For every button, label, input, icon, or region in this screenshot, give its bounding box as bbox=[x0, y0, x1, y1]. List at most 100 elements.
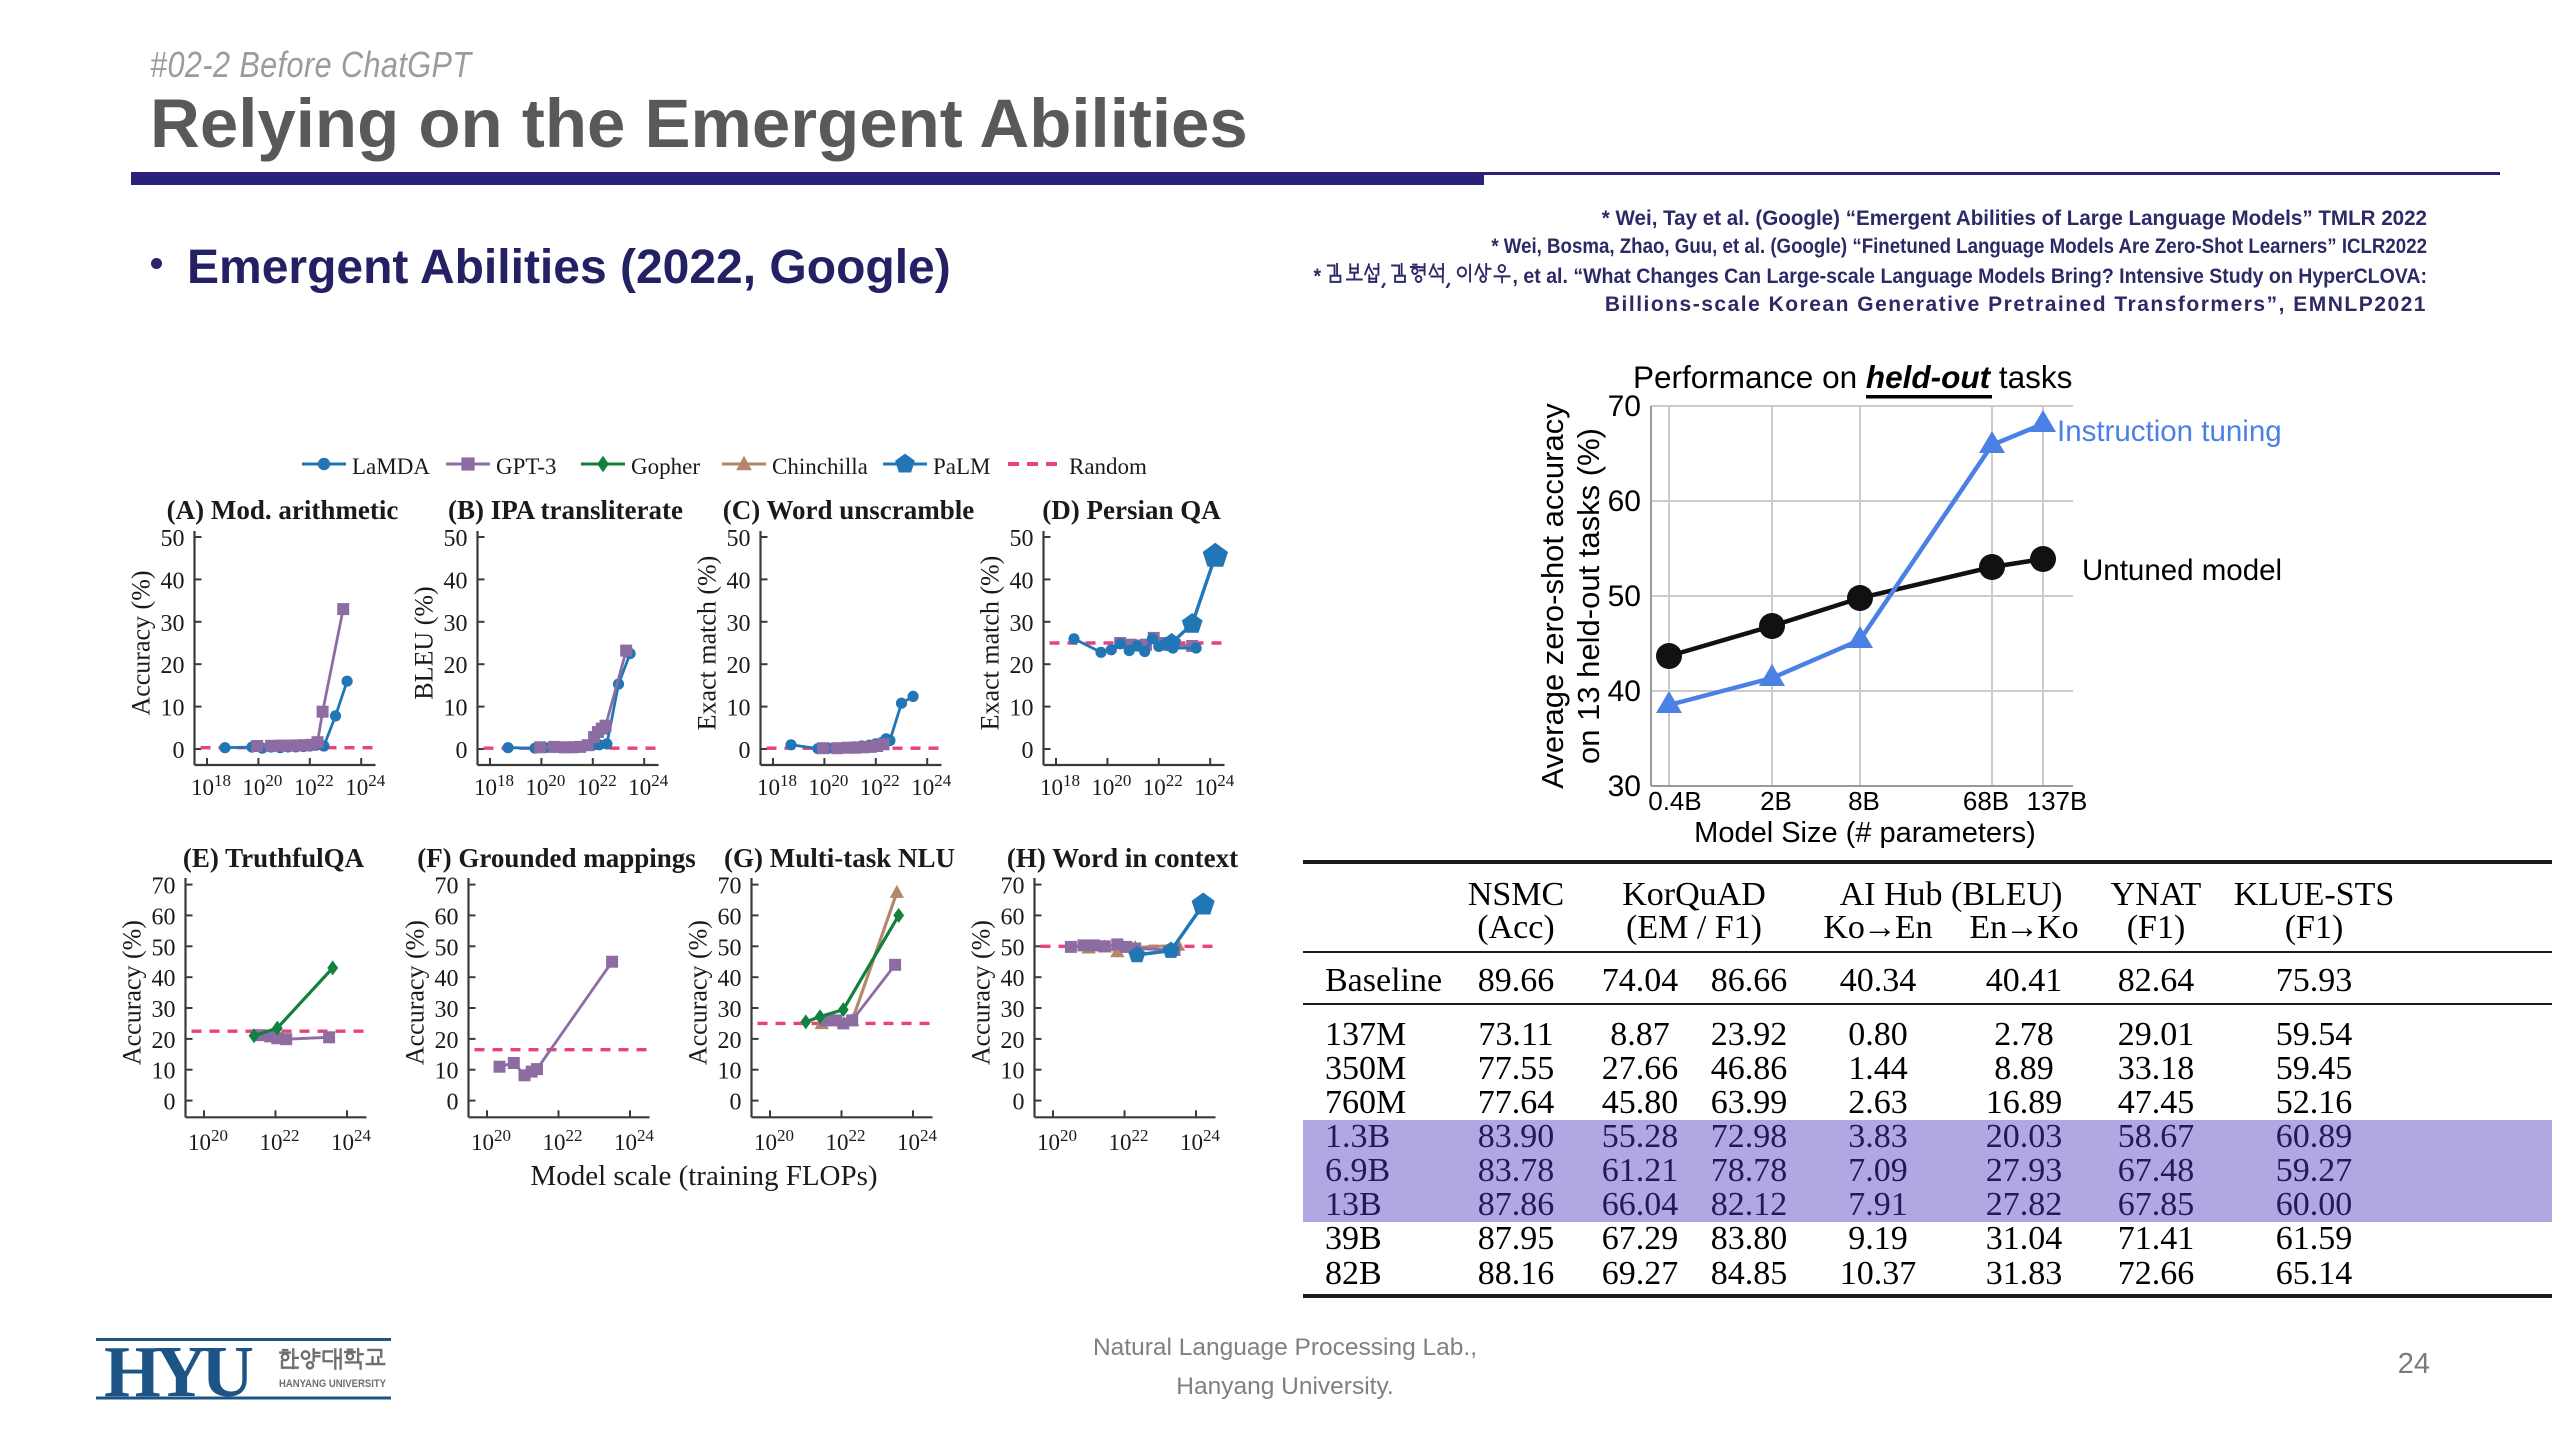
svg-text:68B: 68B bbox=[1963, 786, 2009, 816]
svg-text:0: 0 bbox=[164, 1090, 176, 1116]
svg-text:1020: 1020 bbox=[808, 771, 848, 800]
svg-text:1024: 1024 bbox=[628, 771, 669, 800]
svg-text:20: 20 bbox=[435, 1028, 459, 1054]
svg-text:Chinchilla: Chinchilla bbox=[772, 454, 868, 479]
svg-text:1024: 1024 bbox=[331, 1126, 372, 1155]
svg-text:1022: 1022 bbox=[260, 1126, 300, 1155]
svg-text:1024: 1024 bbox=[911, 771, 952, 800]
svg-text:Accuracy (%): Accuracy (%) bbox=[967, 920, 996, 1065]
svg-text:(E) TruthfulQA: (E) TruthfulQA bbox=[183, 843, 365, 873]
svg-text:HANYANG UNIVERSITY: HANYANG UNIVERSITY bbox=[279, 1378, 387, 1390]
svg-text:60: 60 bbox=[718, 904, 742, 930]
svg-text:10: 10 bbox=[718, 1059, 742, 1085]
svg-text:70: 70 bbox=[1608, 390, 1641, 423]
svg-text:60: 60 bbox=[435, 904, 459, 930]
svg-text:1024: 1024 bbox=[1194, 771, 1235, 800]
svg-text:Gopher: Gopher bbox=[631, 454, 700, 479]
svg-text:20: 20 bbox=[161, 653, 185, 679]
svg-text:1018: 1018 bbox=[474, 771, 514, 800]
svg-text:8B: 8B bbox=[1848, 786, 1880, 816]
svg-text:10: 10 bbox=[161, 696, 185, 722]
svg-text:10: 10 bbox=[1010, 696, 1034, 722]
svg-text:0.4B: 0.4B bbox=[1648, 786, 1702, 816]
svg-text:10: 10 bbox=[727, 696, 751, 722]
svg-text:1020: 1020 bbox=[1091, 771, 1131, 800]
svg-text:1024: 1024 bbox=[1180, 1126, 1221, 1155]
svg-text:Accuracy (%): Accuracy (%) bbox=[684, 920, 713, 1065]
svg-text:70: 70 bbox=[435, 874, 459, 900]
svg-text:1020: 1020 bbox=[242, 771, 282, 800]
svg-text:50: 50 bbox=[727, 526, 751, 552]
svg-text:20: 20 bbox=[444, 653, 468, 679]
svg-text:Instruction tuning: Instruction tuning bbox=[2057, 415, 2282, 448]
svg-text:(H) Word in context: (H) Word in context bbox=[1007, 843, 1238, 873]
svg-text:40: 40 bbox=[444, 568, 468, 594]
svg-text:(D) Persian QA: (D) Persian QA bbox=[1042, 495, 1221, 525]
svg-text:2B: 2B bbox=[1760, 786, 1792, 816]
svg-text:20: 20 bbox=[727, 653, 751, 679]
svg-text:70: 70 bbox=[718, 874, 742, 900]
svg-text:0: 0 bbox=[1013, 1090, 1025, 1116]
svg-text:30: 30 bbox=[444, 611, 468, 637]
svg-text:Performance on held-out tasks: Performance on held-out tasks bbox=[1633, 359, 2072, 395]
svg-text:0: 0 bbox=[456, 738, 468, 764]
svg-text:1020: 1020 bbox=[1037, 1126, 1077, 1155]
svg-text:30: 30 bbox=[1608, 770, 1641, 803]
svg-text:PaLM: PaLM bbox=[933, 454, 991, 479]
svg-text:0: 0 bbox=[739, 738, 751, 764]
svg-text:50: 50 bbox=[444, 526, 468, 552]
svg-text:0: 0 bbox=[1022, 738, 1034, 764]
svg-text:70: 70 bbox=[1001, 874, 1025, 900]
svg-text:1022: 1022 bbox=[1143, 771, 1183, 800]
svg-text:1018: 1018 bbox=[1040, 771, 1080, 800]
svg-text:50: 50 bbox=[1010, 526, 1034, 552]
svg-text:30: 30 bbox=[718, 997, 742, 1023]
svg-text:1022: 1022 bbox=[543, 1126, 583, 1155]
svg-text:60: 60 bbox=[152, 904, 176, 930]
svg-text:40: 40 bbox=[1010, 568, 1034, 594]
svg-text:20: 20 bbox=[718, 1028, 742, 1054]
svg-text:Model Size (# parameters): Model Size (# parameters) bbox=[1694, 817, 2036, 849]
svg-text:50: 50 bbox=[152, 935, 176, 961]
svg-text:1018: 1018 bbox=[191, 771, 231, 800]
svg-text:50: 50 bbox=[161, 526, 185, 552]
svg-text:30: 30 bbox=[1001, 997, 1025, 1023]
svg-text:20: 20 bbox=[1010, 653, 1034, 679]
svg-text:40: 40 bbox=[152, 966, 176, 992]
svg-text:40: 40 bbox=[1608, 675, 1641, 708]
svg-text:(C) Word unscramble: (C) Word unscramble bbox=[723, 495, 975, 525]
svg-text:Model scale (training FLOPs): Model scale (training FLOPs) bbox=[530, 1160, 877, 1192]
svg-text:70: 70 bbox=[152, 874, 176, 900]
svg-text:1020: 1020 bbox=[188, 1126, 228, 1155]
svg-text:50: 50 bbox=[435, 935, 459, 961]
svg-text:50: 50 bbox=[1608, 580, 1641, 613]
svg-text:137B: 137B bbox=[2027, 786, 2088, 816]
svg-text:20: 20 bbox=[152, 1028, 176, 1054]
svg-text:40: 40 bbox=[435, 966, 459, 992]
svg-text:30: 30 bbox=[1010, 611, 1034, 637]
svg-text:60: 60 bbox=[1608, 485, 1641, 518]
svg-text:30: 30 bbox=[161, 611, 185, 637]
svg-text:1020: 1020 bbox=[525, 771, 565, 800]
svg-text:1020: 1020 bbox=[471, 1126, 511, 1155]
svg-text:1024: 1024 bbox=[897, 1126, 938, 1155]
svg-text:0: 0 bbox=[173, 738, 185, 764]
svg-text:10: 10 bbox=[435, 1059, 459, 1085]
svg-text:1020: 1020 bbox=[754, 1126, 794, 1155]
svg-text:1022: 1022 bbox=[860, 771, 900, 800]
svg-text:50: 50 bbox=[718, 935, 742, 961]
svg-text:(F) Grounded mappings: (F) Grounded mappings bbox=[417, 843, 696, 873]
svg-text:HYU: HYU bbox=[104, 1331, 254, 1412]
svg-text:GPT-3: GPT-3 bbox=[496, 454, 557, 479]
svg-text:Exact match (%): Exact match (%) bbox=[976, 556, 1005, 731]
svg-text:30: 30 bbox=[435, 997, 459, 1023]
svg-text:1022: 1022 bbox=[577, 771, 617, 800]
svg-text:40: 40 bbox=[718, 966, 742, 992]
svg-text:1022: 1022 bbox=[294, 771, 334, 800]
svg-text:10: 10 bbox=[444, 696, 468, 722]
svg-text:LaMDA: LaMDA bbox=[352, 454, 430, 479]
svg-text:50: 50 bbox=[1001, 935, 1025, 961]
svg-text:Accuracy (%): Accuracy (%) bbox=[118, 920, 147, 1065]
svg-text:Average zero-shot accuracy: Average zero-shot accuracy bbox=[1535, 403, 1570, 789]
svg-text:40: 40 bbox=[161, 568, 185, 594]
